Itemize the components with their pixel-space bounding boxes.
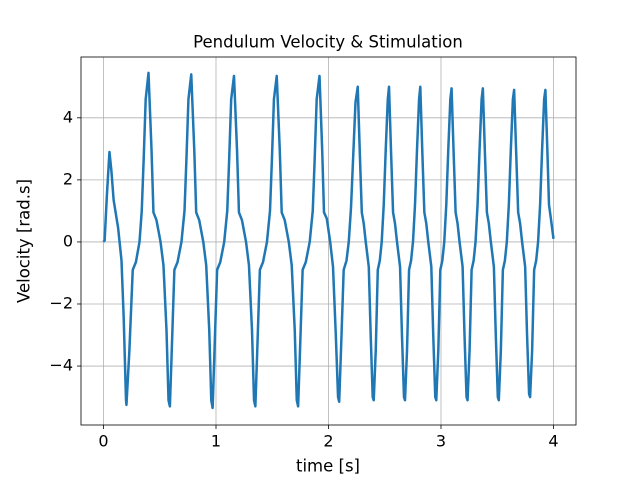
data-line [102, 71, 555, 410]
x-axis-label: time [s] [296, 457, 360, 476]
y-tick-label: −4 [49, 356, 73, 375]
x-tick-label: 0 [98, 432, 108, 451]
y-tick-label: 4 [63, 107, 73, 126]
x-tick-label: 4 [548, 432, 558, 451]
y-axis-label: Velocity [rad.s] [15, 179, 34, 303]
y-tick-label: 0 [63, 231, 73, 250]
x-tick-label: 2 [323, 432, 333, 451]
y-tick-label: 2 [63, 169, 73, 188]
y-tick-label: −2 [49, 293, 73, 312]
x-tick-label: 1 [211, 432, 221, 451]
plot-frame [80, 56, 577, 426]
x-tick-label: 3 [436, 432, 446, 451]
chart-title: Pendulum Velocity & Stimulation [193, 33, 463, 52]
